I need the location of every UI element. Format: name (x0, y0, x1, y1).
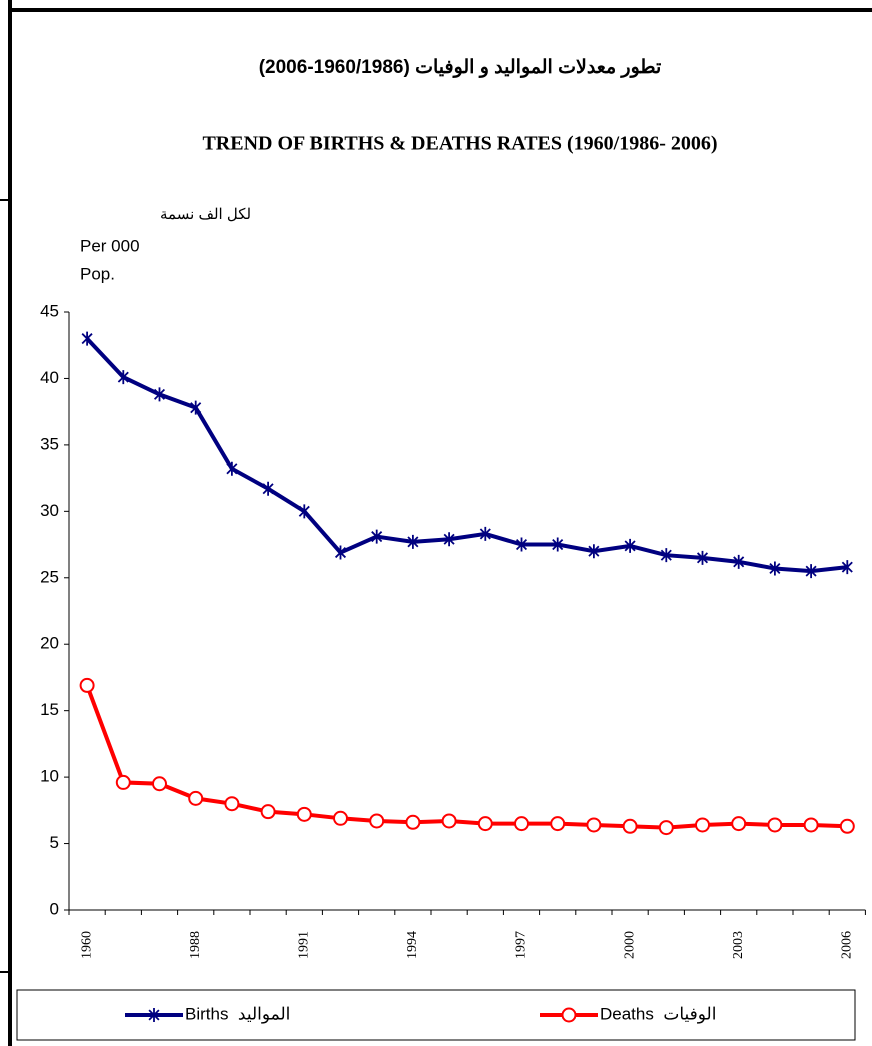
point (405, 814, 421, 830)
point (586, 817, 602, 833)
point (298, 504, 310, 519)
series-line (85, 337, 848, 574)
series-line (85, 684, 848, 830)
point (588, 544, 600, 559)
legend-box (16, 989, 856, 1041)
y-axis-label: Per 000 (80, 236, 140, 255)
y-tick-label: 10 (40, 767, 59, 786)
point (371, 529, 383, 544)
point (803, 817, 819, 833)
x-tick-label: 1994 (405, 931, 420, 959)
x-tick-label: 2006 (840, 931, 855, 959)
y-tick-label: 35 (40, 434, 59, 453)
point (260, 804, 276, 820)
point (477, 816, 493, 832)
point (334, 545, 347, 560)
x-tick-label: 1997 (514, 931, 529, 959)
point (839, 818, 855, 834)
point (148, 1008, 160, 1022)
x-tick-label: 2000 (622, 931, 637, 959)
point (479, 526, 491, 541)
chart-title: تطور معدلات المواليد و الوفيات (1960/198… (259, 57, 662, 78)
point (333, 810, 348, 826)
point (660, 548, 672, 563)
point (369, 813, 385, 829)
point (695, 817, 710, 833)
point (443, 532, 455, 547)
point (733, 554, 745, 569)
point (622, 818, 638, 834)
point (190, 400, 202, 415)
y-tick-label: 40 (40, 368, 59, 387)
point (115, 774, 131, 790)
x-tick-label: 2003 (731, 931, 746, 959)
point (224, 796, 240, 812)
y-axis-label: Pop. (80, 264, 115, 283)
y-tick-label: 25 (40, 567, 59, 586)
point (81, 331, 93, 346)
x-tick-label: 1991 (297, 931, 312, 959)
y-tick-label: 0 (50, 899, 59, 918)
y-tick-label: 45 (40, 301, 59, 320)
legend-label: Births المواليد (185, 1004, 290, 1024)
point (514, 816, 529, 832)
point (117, 370, 129, 385)
point (624, 538, 636, 553)
point (561, 1007, 577, 1023)
point (441, 813, 457, 829)
point (152, 776, 167, 792)
chart-subtitle: TREND OF BIRTHS & DEATHS RATES (1960/198… (202, 133, 717, 155)
point (262, 481, 274, 496)
legend-label: Deaths الوفيات (600, 1004, 716, 1024)
point (550, 816, 566, 832)
point (515, 537, 528, 552)
y-axis-label: لكل الف نسمة (160, 206, 251, 223)
point (805, 564, 817, 579)
point (79, 677, 95, 693)
y-tick-label: 5 (50, 833, 59, 852)
x-tick-label: 1988 (188, 931, 203, 959)
point (153, 387, 166, 402)
y-tick-label: 15 (40, 700, 59, 719)
point (696, 550, 709, 565)
x-tick-label: 1960 (79, 931, 94, 959)
y-tick-label: 30 (40, 501, 59, 520)
point (407, 534, 419, 549)
point (769, 561, 781, 576)
point (841, 560, 853, 575)
point (296, 806, 312, 822)
point (767, 817, 783, 833)
point (226, 461, 238, 476)
point (552, 537, 564, 552)
point (731, 816, 747, 832)
y-tick-label: 20 (40, 634, 59, 653)
point (658, 820, 674, 836)
point (188, 790, 204, 806)
